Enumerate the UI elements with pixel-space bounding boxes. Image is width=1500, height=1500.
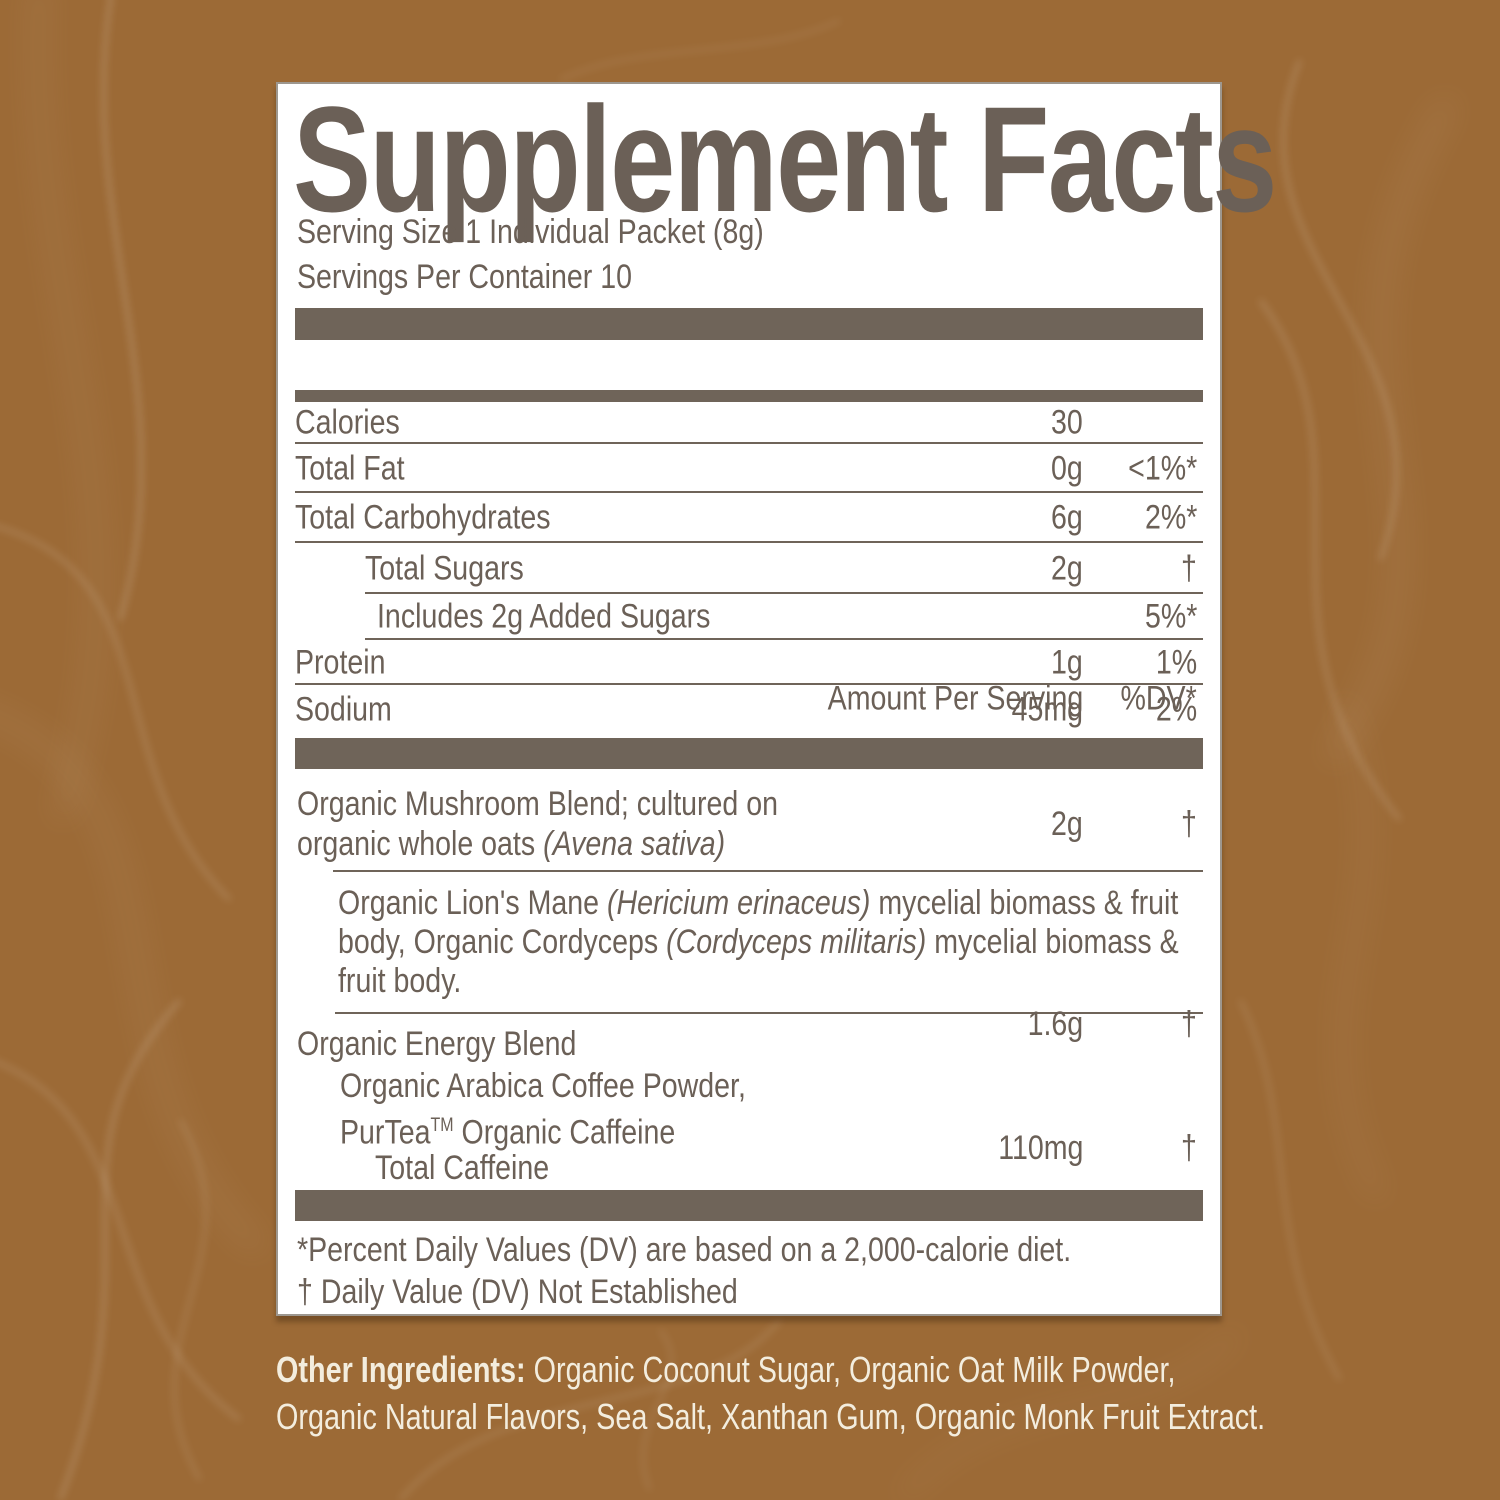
row-divider — [295, 442, 1203, 444]
footnote-text: † Daily Value (DV) Not Established — [297, 1273, 738, 1311]
panel-title: Supplement Facts — [293, 75, 1277, 243]
energy-blend-dv: † — [1181, 1005, 1197, 1043]
energy-blend-name-text: Organic Energy Blend — [297, 1025, 577, 1063]
nutrient-amount: 1g — [1051, 643, 1083, 681]
nutrient-amount: 45mg — [1011, 690, 1083, 728]
nutrient-amount: 0g — [1051, 449, 1083, 487]
nutrient-amount: 2g — [1051, 549, 1083, 587]
nutrient-amount: 6g — [1051, 498, 1083, 537]
servings-per-container-text: Servings Per Container 10 — [297, 258, 632, 296]
table-row-total-fat: Total Fat 0g <1%* — [295, 444, 1203, 493]
energy-blend-ingredient1: Organic Arabica Coffee Powder, — [340, 1066, 823, 1106]
nutrient-dv: 2%* — [1144, 498, 1197, 537]
row-divider — [295, 491, 1203, 493]
nutrient-name: Protein — [295, 643, 386, 681]
nutrient-name: Calories — [295, 403, 400, 442]
details-latin: (Cordyceps militaris) — [666, 923, 927, 961]
column-header-dv: %DV* — [1120, 679, 1197, 718]
nutrient-name: Total Sugars — [365, 549, 524, 587]
mushroom-blend-name-line1: Organic Mushroom Blend; cultured on — [297, 785, 779, 823]
total-caffeine-text: Total Caffeine — [375, 1149, 550, 1187]
energy-blend-ingredient1-text: Organic Arabica Coffee Powder, — [340, 1067, 746, 1105]
organic-caffeine-text: Organic Caffeine — [453, 1113, 676, 1152]
trademark-symbol: TM — [430, 1115, 454, 1136]
nutrient-dv: † — [1181, 549, 1197, 587]
table-row-total-sugars: Total Sugars 2g † — [295, 543, 1203, 594]
details-text: mycelial biomass & fruit body, Organic C… — [338, 884, 1179, 961]
panel-content: Supplement Facts Serving Size 1 Individu… — [293, 84, 1277, 1314]
footnote-percent-dv: *Percent Daily Values (DV) are based on … — [297, 1230, 1219, 1270]
nutrient-dv: 2% — [1155, 690, 1197, 728]
details-text: Organic Lion's Mane — [338, 884, 607, 922]
row-divider — [295, 683, 1203, 685]
nutrient-dv: 5%* — [1144, 597, 1197, 636]
mushroom-blend-amount: 2g — [1051, 805, 1083, 843]
table-row-protein: Protein 1g 1% — [295, 640, 1203, 685]
nutrient-amount: 30 — [1051, 403, 1083, 442]
other-ingredients-line1: Other Ingredients: Organic Coconut Sugar… — [276, 1346, 1500, 1393]
supplement-facts-panel: Supplement Facts Serving Size 1 Individu… — [276, 82, 1277, 1316]
sub-divider — [333, 870, 1203, 872]
nutrient-dv: <1%* — [1127, 449, 1197, 487]
section-divider-bar — [295, 738, 1203, 769]
energy-blend-name: Organic Energy Blend — [297, 1024, 630, 1064]
sub-divider — [335, 1012, 1203, 1014]
section-divider-bar — [295, 308, 1203, 340]
other-ingredients-list-part2: Organic Natural Flavors, Sea Salt, Xanth… — [276, 1396, 1266, 1437]
nutrient-name: Sodium — [295, 690, 392, 728]
header-divider-bar — [295, 390, 1203, 402]
details-latin: (Hericium erinaceus) — [606, 884, 871, 922]
servings-per-container: Servings Per Container 10 — [297, 255, 696, 300]
serving-size-text: Serving Size 1 Individual Packet (8g) — [297, 213, 764, 251]
other-ingredients-list-part1: Organic Coconut Sugar, Organic Oat Milk … — [525, 1349, 1176, 1390]
energy-blend-ingredient2-text: PurTeaTM Organic Caffeine — [340, 1106, 675, 1152]
row-divider — [365, 592, 1203, 594]
mushroom-blend-dv: † — [1181, 805, 1197, 843]
footnote-dv-not-established: † Daily Value (DV) Not Established — [297, 1272, 822, 1312]
row-divider — [365, 638, 1203, 640]
other-ingredients: Other Ingredients: Organic Coconut Sugar… — [276, 1346, 1500, 1440]
nutrient-name: Total Fat — [295, 449, 405, 487]
nutrient-name: Includes 2g Added Sugars — [377, 597, 711, 636]
table-row-added-sugars: Includes 2g Added Sugars 5%* — [295, 594, 1203, 640]
row-divider — [295, 541, 1203, 543]
details-text: mycelial biomass & fruit body. — [338, 923, 1179, 1000]
total-caffeine-amount: 110mg — [997, 1129, 1083, 1167]
energy-blend-ingredient2: PurTeaTM Organic Caffeine — [340, 1106, 739, 1151]
section-divider-bar — [295, 1190, 1203, 1221]
table-row-total-carbohydrates: Total Carbohydrates 6g 2%* — [295, 493, 1203, 543]
table-row-calories: Calories 30 — [295, 402, 1203, 444]
other-ingredients-heading: Other Ingredients: — [276, 1349, 526, 1390]
serving-size: Serving Size 1 Individual Packet (8g) — [297, 210, 853, 255]
nutrition-table: Calories 30 Total Fat 0g <1%* Total Carb… — [295, 402, 1203, 734]
total-caffeine-label: Total Caffeine — [375, 1148, 582, 1188]
footnote-text: *Percent Daily Values (DV) are based on … — [297, 1231, 1072, 1269]
other-ingredients-line1-text: Other Ingredients: Organic Coconut Sugar… — [276, 1346, 1176, 1393]
mushroom-blend-details: Organic Lion's Mane (Hericium erinaceus)… — [338, 884, 1203, 1001]
mushroom-blend-name: Organic Mushroom Blend; cultured on orga… — [297, 784, 835, 864]
nutrient-name: Total Carbohydrates — [295, 498, 551, 537]
other-ingredients-line2: Organic Natural Flavors, Sea Salt, Xanth… — [276, 1393, 1500, 1440]
nutrient-dv: 1% — [1155, 643, 1197, 681]
mushroom-blend-name-line2: organic whole oats — [297, 825, 544, 863]
purtea-text: PurTea — [340, 1113, 431, 1152]
column-header-amount: Amount Per Serving — [827, 679, 1083, 718]
mushroom-blend-latin: (Avena sativa) — [543, 825, 726, 863]
table-row-sodium: Sodium 45mg 2% — [295, 685, 1203, 734]
energy-blend-amount: 1.6g — [1027, 1005, 1083, 1043]
total-caffeine-dv: † — [1181, 1129, 1197, 1167]
